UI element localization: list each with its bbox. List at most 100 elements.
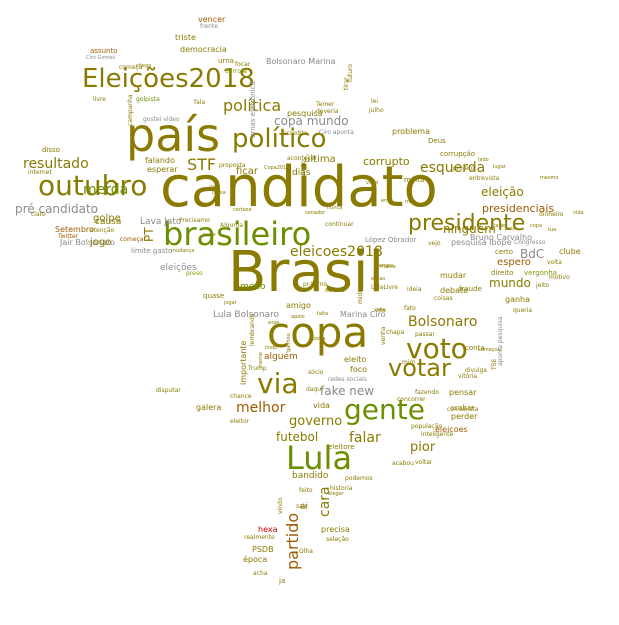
word-50: eleições (160, 263, 197, 273)
word-186: fazer (321, 202, 334, 208)
word-128: julho (369, 107, 384, 114)
word-205: votei (366, 180, 379, 186)
word-35: mundo (489, 276, 531, 290)
word-99: vergonha (524, 269, 558, 277)
word-10: político (232, 124, 327, 154)
word-151: colocar (325, 287, 347, 294)
word-75: PSDB (252, 545, 274, 554)
word-215: começou (478, 347, 501, 353)
word-190: mao (405, 199, 416, 205)
word-113: conta (465, 344, 485, 352)
word-87: amigo (286, 301, 311, 310)
word-192: vida (573, 210, 584, 216)
word-78: bandido (292, 471, 329, 481)
word-22: política (223, 96, 282, 115)
word-93: disso (42, 146, 60, 154)
word-194: copa (530, 223, 543, 229)
word-108: fato (404, 305, 416, 312)
word-145: entrevista (469, 175, 500, 182)
word-4: Ciro Gomes (86, 55, 115, 61)
word-146: Congresso (514, 239, 546, 246)
word-15: Brasil (228, 240, 385, 305)
word-100: direito (491, 269, 514, 277)
word-24: STF (187, 155, 217, 174)
word-51: golpe (93, 213, 121, 224)
word-89: falando (145, 156, 175, 165)
word-152: pr-turno (303, 281, 328, 288)
word-118: Olha (299, 548, 313, 555)
word-114: voltar (415, 459, 433, 466)
word-47: Lava Jato (140, 217, 182, 227)
word-53: causa (95, 217, 122, 227)
word-123: comunista (447, 406, 479, 413)
word-60: pesquisa Ibope (451, 238, 512, 247)
word-207: certeza (233, 207, 252, 213)
word-111: muita (404, 176, 425, 184)
word-109: ideia (407, 286, 422, 293)
word-59: Bruno Carvalho (470, 233, 532, 242)
word-172: disputar (156, 387, 181, 394)
word-206: deixa (212, 190, 226, 196)
word-139: Copa2018 (264, 165, 290, 171)
word-149: Precisamo (179, 217, 210, 224)
word-179: ganhou (286, 333, 292, 352)
word-52: jogo (90, 237, 112, 248)
word-11: candidato (160, 155, 438, 220)
word-140: LulaLivre (371, 284, 398, 291)
word-134: começa (119, 64, 143, 71)
word-34: espero (497, 257, 531, 268)
word-200: porra (312, 336, 326, 342)
word-74: hexa (258, 525, 278, 534)
word-86: corrupção (440, 150, 476, 158)
word-187: vai (209, 184, 217, 190)
word-157: queria (513, 307, 533, 314)
word-178: lindo (265, 345, 278, 351)
word-168: inteligente (421, 431, 454, 438)
word-163: historia (330, 485, 353, 492)
word-148: claro (31, 211, 46, 218)
word-104: chapa (386, 329, 405, 336)
word-39: governo (289, 414, 343, 429)
word-202: vota (374, 307, 386, 313)
word-138: urna (218, 57, 234, 65)
word-204: jogar (224, 300, 237, 306)
word-169: vitória (458, 373, 478, 380)
word-3: assunto (90, 47, 118, 55)
word-26: merda (83, 182, 129, 198)
word-88: pesquisa (287, 109, 323, 118)
word-18: votar (388, 354, 451, 382)
word-17: voto (406, 332, 468, 365)
word-16: copa (267, 308, 369, 357)
word-160: feito (299, 487, 313, 494)
word-212: lado (478, 157, 489, 163)
word-161: sair (296, 503, 307, 510)
word-102: vejo (428, 240, 441, 247)
word-2: frente (200, 23, 218, 30)
word-117: realmente (244, 534, 275, 541)
word-8: Eleições2018 (82, 64, 255, 94)
word-5: triste (175, 33, 196, 42)
word-97: começar (120, 236, 146, 243)
word-40: futebol (276, 430, 319, 444)
word-191: tua (548, 227, 557, 233)
word-124: fazendo (415, 389, 439, 396)
word-106: sócio (308, 369, 324, 376)
word-214: Trazer (491, 223, 507, 229)
word-115: acabou (392, 460, 414, 467)
word-98: preso (186, 270, 203, 277)
word-126: deveria (316, 108, 339, 115)
word-142: evento (300, 160, 307, 181)
word-20: via (257, 367, 299, 400)
word-28: esquerda (420, 160, 486, 176)
word-165: passar (415, 331, 435, 338)
word-41: falar (349, 430, 381, 446)
word-193: mesmo (540, 175, 559, 181)
word-81: fraude (459, 285, 482, 293)
word-57: última (304, 154, 336, 165)
word-62: clube (559, 247, 581, 256)
word-27: pré candidato (15, 202, 99, 216)
word-197: vote (375, 308, 387, 314)
word-147: atenção (90, 227, 115, 234)
word-180: eleger (328, 491, 344, 497)
word-177: lembrando (249, 313, 256, 346)
